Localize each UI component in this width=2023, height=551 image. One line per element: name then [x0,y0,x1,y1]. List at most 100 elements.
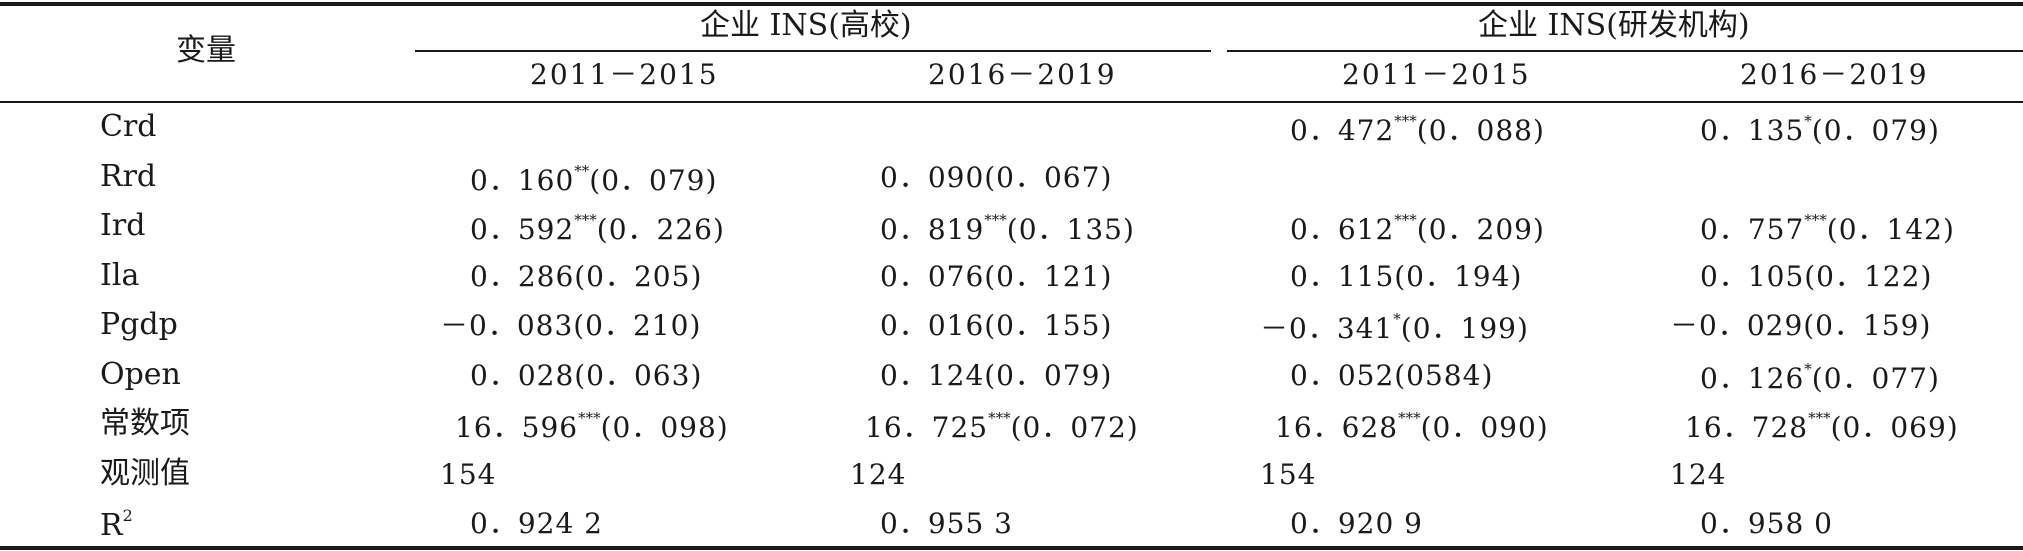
significance-stars: * [1804,360,1812,378]
cell-value: 0．757 [1700,213,1805,246]
header-period: 2011－2015 [530,58,719,91]
cell-value: 0．126 [1700,362,1805,395]
table-cell: 16．596***(0．098) [455,411,729,442]
cell-value: 0．958 0 [1700,507,1833,540]
top-rule [0,2,2023,6]
cell-value: 0．920 9 [1290,507,1423,540]
row-label: Ird [100,211,145,241]
table-cell: 16．728***(0．069) [1685,411,1959,442]
cell-value: 0．124(0．079) [880,359,1113,392]
header-variable: 变量 [176,33,236,68]
table-cell: 16．628***(0．090) [1275,411,1549,442]
table-cell: 0．160**(0．079) [470,164,717,195]
cell-standard-error: (0．069) [1830,411,1959,444]
cell-value: 0．592 [470,213,575,246]
table-cell: －0．083(0．210) [440,312,701,340]
row-label-text: Ird [100,208,146,243]
cell-standard-error: (0．072) [1010,411,1139,444]
significance-stars: *** [574,211,597,229]
table-cell: 0．105(0．122) [1700,263,1932,291]
row-label-text: Ila [100,258,140,293]
cell-value: 0．924 2 [470,507,603,540]
row-label: Open [100,360,181,390]
cell-value: 0．286(0．205) [470,260,703,293]
significance-stars: *** [984,211,1007,229]
row-label-text: Rrd [100,159,157,194]
table-cell: 124 [1670,461,1726,489]
row-label: Rrd [100,162,156,192]
significance-stars: * [1393,310,1401,328]
table-cell: 0．076(0．121) [880,263,1112,291]
group2-underline [1227,50,2023,52]
group1-underline [415,50,1211,52]
row-label-text: 观测值 [100,456,190,491]
significance-stars: *** [1394,211,1417,229]
significance-stars: *** [1808,409,1831,427]
table-cell: 0．028(0．063) [470,362,702,390]
table-cell: 0．135*(0．079) [1700,114,1940,145]
cell-value: 16．628 [1275,411,1399,444]
row-label-text: Pgdp [100,307,178,342]
cell-value: 0．105(0．122) [1700,260,1933,293]
cell-value: 16．596 [455,411,579,444]
cell-value: 16．728 [1685,411,1809,444]
cell-value: －0．083(0．210) [440,309,702,342]
header-period: 2016－2019 [928,58,1117,91]
cell-standard-error: (0．090) [1420,411,1549,444]
cell-standard-error: (0．079) [1811,114,1940,147]
cell-value: 0．160 [470,164,575,197]
table-cell: 0．126*(0．077) [1700,362,1940,393]
table-cell: 0．115(0．194) [1290,263,1522,291]
cell-standard-error: (0．199) [1400,312,1529,345]
significance-stars: * [1804,112,1812,130]
table-cell: 0．592***(0．226) [470,213,725,244]
header-period: 2011－2015 [1342,58,1531,91]
row-label-text: R [100,508,123,543]
cell-value: 0．028(0．063) [470,359,703,392]
cell-standard-error: (0．209) [1416,213,1545,246]
table-cell: 0．612***(0．209) [1290,213,1545,244]
row-label-text: Open [100,357,181,392]
row-label: Ila [100,261,139,291]
significance-stars: *** [1398,409,1421,427]
row-label: Crd [100,112,157,142]
bottom-rule [0,546,2023,550]
table-cell: 154 [1260,461,1316,489]
cell-value: 0．115(0．194) [1290,260,1523,293]
cell-standard-error: (0．135) [1006,213,1135,246]
table-cell: 0．286(0．205) [470,263,702,291]
significance-stars: *** [1394,112,1417,130]
cell-standard-error: (0．088) [1416,114,1545,147]
cell-value: －0．341 [1260,312,1394,345]
cell-value: 154 [440,458,497,491]
header-bottom-rule [0,101,2023,103]
row-label-superscript: 2 [122,506,133,525]
significance-stars: *** [578,409,601,427]
table-cell: 0．052(0584) [1290,362,1493,390]
cell-standard-error: (0．142) [1826,213,1955,246]
table-cell: 0．924 2 [470,510,603,538]
table-cell: 0．955 3 [880,510,1013,538]
cell-value: 0．472 [1290,114,1395,147]
cell-value: 0．612 [1290,213,1395,246]
header-group-research-institute: 企业 INS(研发机构) [1478,8,1750,43]
table-cell: 0．090(0．067) [880,164,1112,192]
cell-value: 0．052(0584) [1290,359,1494,392]
cell-standard-error: (0．226) [596,213,725,246]
significance-stars: ** [574,162,590,180]
table-cell: 0．124(0．079) [880,362,1112,390]
cell-standard-error: (0．098) [600,411,729,444]
cell-value: 154 [1260,458,1317,491]
table-cell: 0．016(0．155) [880,312,1112,340]
row-label-text: Crd [100,109,157,144]
cell-standard-error: (0．077) [1811,362,1940,395]
header-group-university: 企业 INS(高校) [700,8,912,43]
cell-value: 0．819 [880,213,985,246]
cell-value: 0．016(0．155) [880,309,1113,342]
row-label: Pgdp [100,310,178,340]
cell-value: －0．029(0．159) [1670,309,1932,342]
table-cell: －0．341*(0．199) [1260,312,1529,343]
row-label-text: 常数项 [100,406,190,441]
cell-value: 0．076(0．121) [880,260,1113,293]
cell-value: 0．955 3 [880,507,1013,540]
